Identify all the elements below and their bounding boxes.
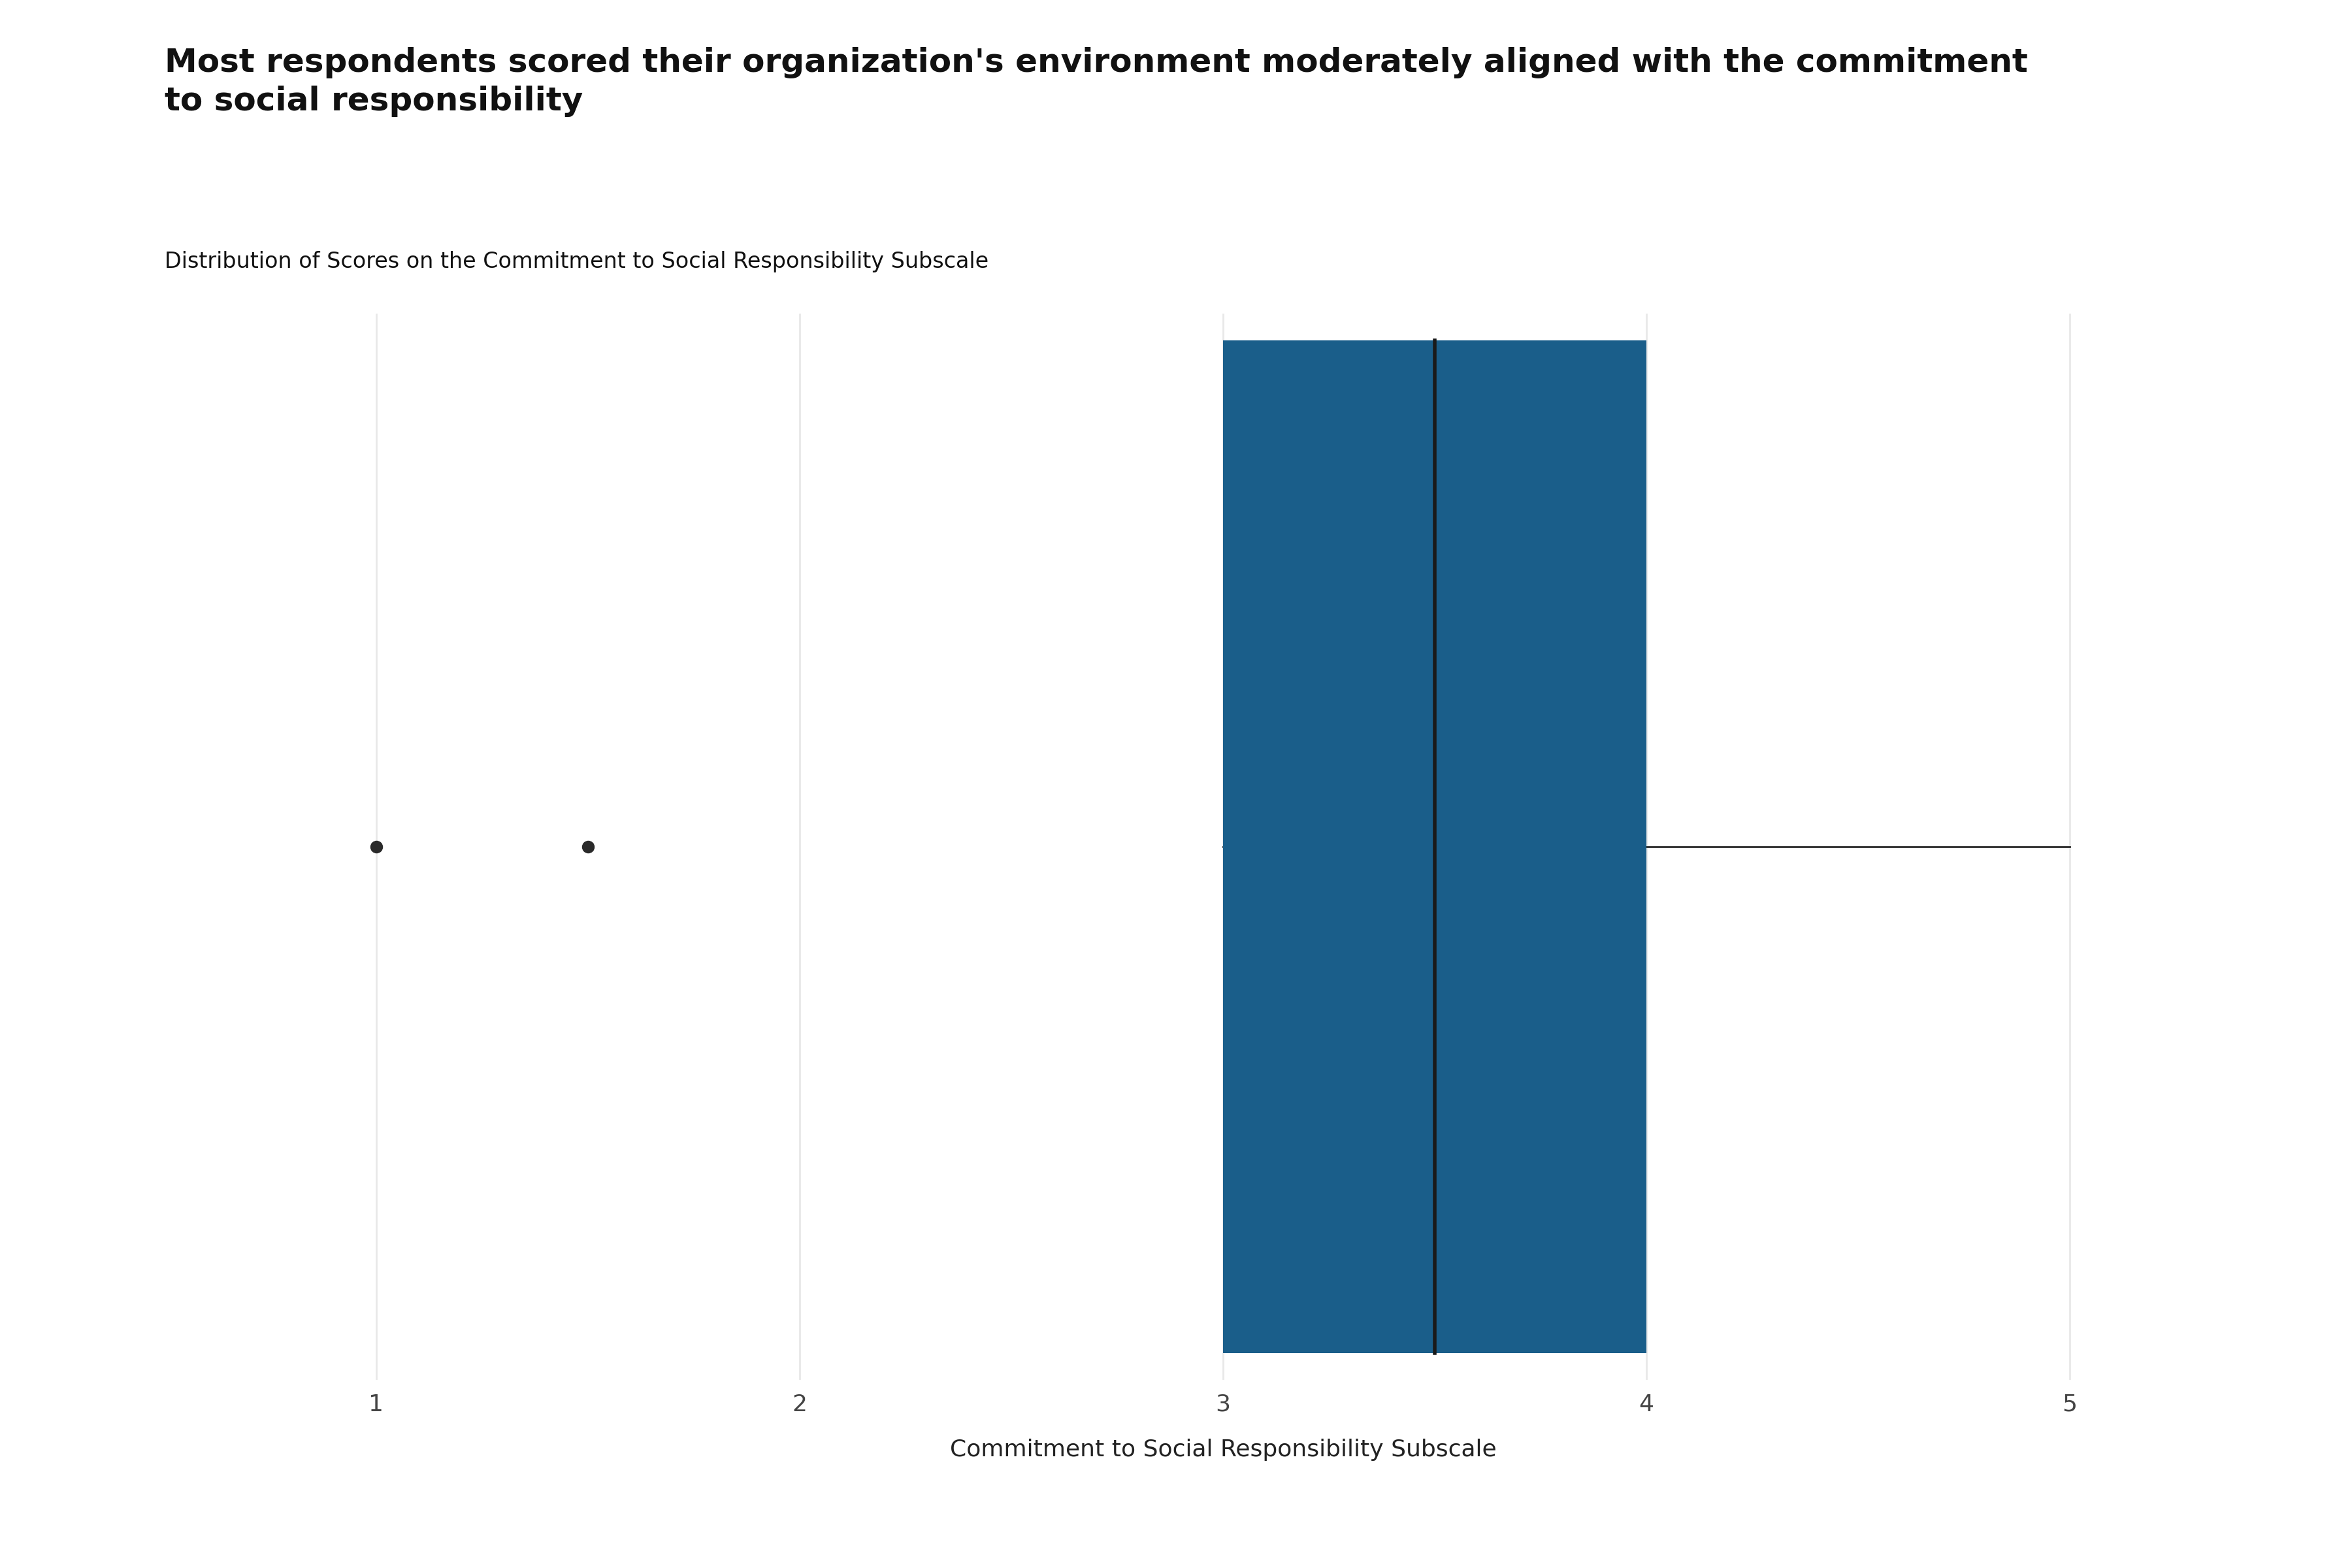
Text: Distribution of Scores on the Commitment to Social Responsibility Subscale: Distribution of Scores on the Commitment… [165, 251, 988, 273]
Text: Most respondents scored their organization's environment moderately aligned with: Most respondents scored their organizati… [165, 47, 2027, 118]
X-axis label: Commitment to Social Responsibility Subscale: Commitment to Social Responsibility Subs… [950, 1438, 1496, 1460]
FancyBboxPatch shape [1223, 340, 1646, 1353]
